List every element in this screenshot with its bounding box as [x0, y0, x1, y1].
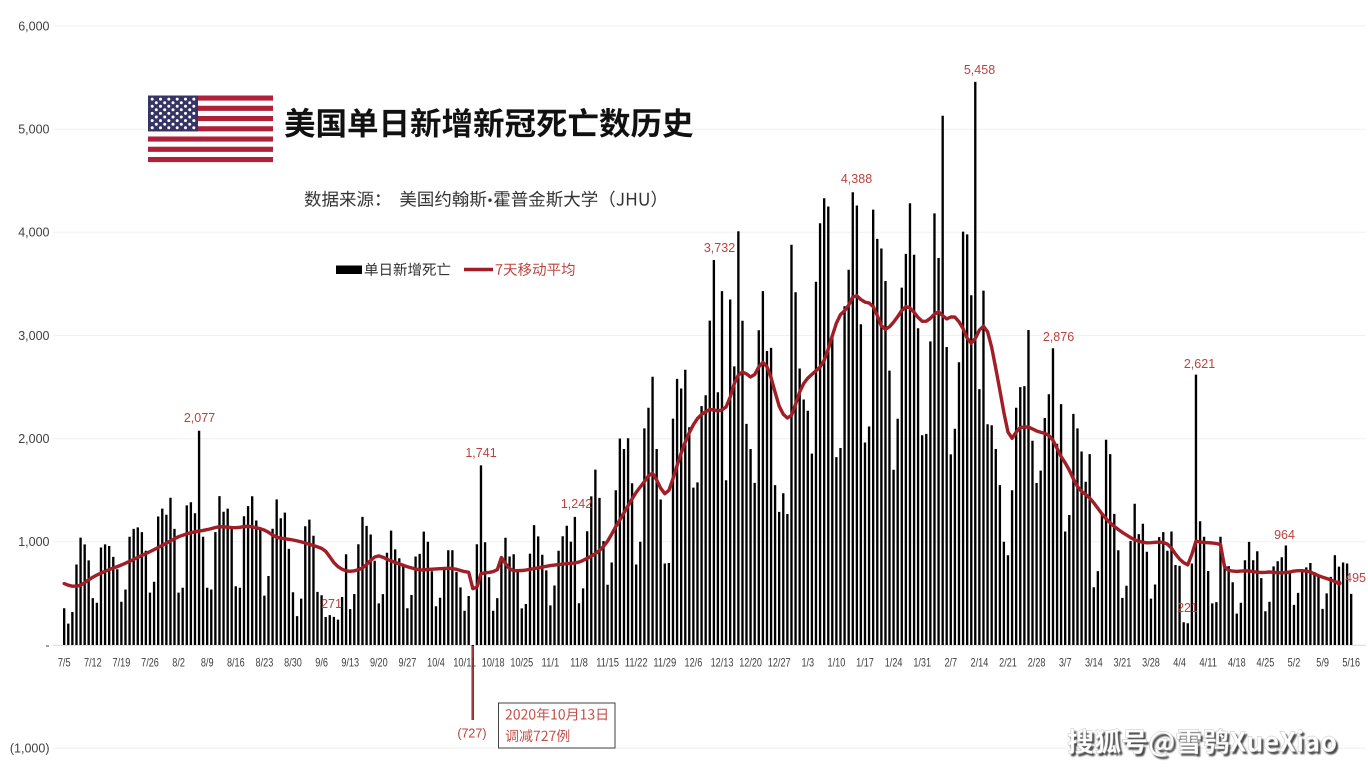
svg-text:5,000: 5,000	[18, 123, 49, 137]
svg-text:1/17: 1/17	[856, 656, 874, 670]
svg-text:3/28: 3/28	[1142, 656, 1160, 670]
svg-text:(1,000): (1,000)	[10, 742, 50, 756]
svg-text:-: -	[45, 638, 49, 652]
svg-text:2,621: 2,621	[1184, 357, 1215, 371]
svg-text:1/3: 1/3	[801, 656, 814, 670]
svg-text:271: 271	[321, 597, 342, 611]
svg-text:221: 221	[1177, 601, 1198, 615]
svg-text:2/7: 2/7	[944, 656, 957, 670]
svg-text:1,741: 1,741	[465, 446, 496, 460]
svg-text:3/21: 3/21	[1114, 656, 1132, 670]
svg-text:1/24: 1/24	[885, 656, 903, 670]
svg-text:495: 495	[1345, 571, 1366, 585]
svg-text:9/20: 9/20	[370, 656, 388, 670]
svg-text:8/23: 8/23	[256, 656, 274, 670]
svg-text:5,458: 5,458	[964, 63, 995, 77]
svg-text:8/2: 8/2	[172, 656, 185, 670]
svg-text:8/16: 8/16	[227, 656, 245, 670]
svg-text:4/4: 4/4	[1173, 656, 1186, 670]
svg-text:4,000: 4,000	[18, 226, 49, 240]
svg-text:2/14: 2/14	[971, 656, 989, 670]
svg-text:3/7: 3/7	[1059, 656, 1072, 670]
svg-text:2/21: 2/21	[999, 656, 1017, 670]
svg-text:7/19: 7/19	[113, 656, 131, 670]
svg-text:8/30: 8/30	[284, 656, 302, 670]
svg-text:4/25: 4/25	[1257, 656, 1275, 670]
svg-text:11/8: 11/8	[570, 656, 588, 670]
svg-text:8/9: 8/9	[201, 656, 214, 670]
svg-text:4/11: 4/11	[1199, 656, 1217, 670]
svg-text:4,388: 4,388	[841, 172, 872, 186]
svg-text:964: 964	[1274, 528, 1295, 542]
svg-text:9/13: 9/13	[341, 656, 359, 670]
svg-text:2,876: 2,876	[1043, 330, 1074, 344]
svg-text:7/5: 7/5	[58, 656, 71, 670]
svg-text:5/2: 5/2	[1288, 656, 1301, 670]
svg-text:11/22: 11/22	[625, 656, 648, 670]
svg-text:2,077: 2,077	[184, 411, 215, 425]
svg-text:(727): (727)	[457, 727, 486, 741]
svg-text:5/16: 5/16	[1342, 656, 1360, 670]
svg-text:3/14: 3/14	[1085, 656, 1103, 670]
svg-text:12/13: 12/13	[711, 656, 734, 670]
svg-text:10/18: 10/18	[482, 656, 505, 670]
svg-text:2/28: 2/28	[1028, 656, 1046, 670]
svg-text:12/27: 12/27	[768, 656, 791, 670]
svg-text:10/4: 10/4	[427, 656, 445, 670]
svg-text:1/31: 1/31	[913, 656, 931, 670]
svg-text:9/6: 9/6	[315, 656, 328, 670]
svg-text:11/15: 11/15	[596, 656, 619, 670]
svg-text:11/29: 11/29	[653, 656, 676, 670]
svg-text:1,000: 1,000	[18, 535, 49, 549]
svg-text:12/20: 12/20	[739, 656, 762, 670]
svg-text:1,242: 1,242	[561, 497, 592, 511]
svg-text:1/10: 1/10	[828, 656, 846, 670]
svg-text:3,000: 3,000	[18, 329, 49, 343]
svg-text:3,732: 3,732	[704, 241, 735, 255]
svg-text:5/9: 5/9	[1316, 656, 1329, 670]
svg-text:10/11: 10/11	[453, 656, 476, 670]
svg-text:12/6: 12/6	[685, 656, 703, 670]
svg-text:10/25: 10/25	[510, 656, 533, 670]
svg-text:4/18: 4/18	[1228, 656, 1246, 670]
svg-text:9/27: 9/27	[399, 656, 417, 670]
svg-text:6,000: 6,000	[18, 19, 49, 33]
svg-text:7/26: 7/26	[141, 656, 159, 670]
svg-text:7/12: 7/12	[84, 656, 102, 670]
svg-text:11/1: 11/1	[542, 656, 560, 670]
svg-text:2,000: 2,000	[18, 432, 49, 446]
